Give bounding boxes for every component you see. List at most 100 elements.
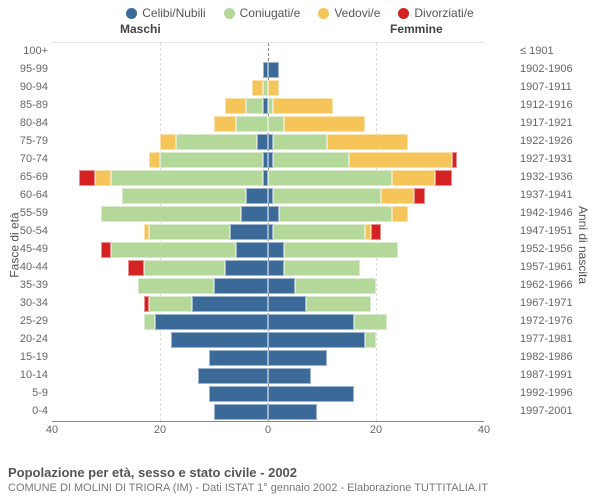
pyramid-row (52, 61, 484, 79)
pyramid-row (52, 259, 484, 277)
pyramid-row (52, 241, 484, 259)
male-bar (209, 386, 268, 402)
male-bar (101, 242, 268, 258)
female-bar (268, 368, 311, 384)
pyramid-row (52, 313, 484, 331)
bar-segment (246, 98, 262, 114)
age-label: 80-84 (6, 114, 48, 132)
x-tick: 40 (46, 424, 58, 436)
bar-segment (354, 314, 386, 330)
female-bar (268, 278, 376, 294)
bar-segment (268, 260, 284, 276)
bar-segment (214, 116, 236, 132)
bar-segment (273, 188, 381, 204)
bar-segment (284, 260, 360, 276)
birth-label: 1942-1946 (520, 204, 578, 222)
bar-segment (392, 206, 408, 222)
legend-item: Celibi/Nubili (126, 6, 205, 20)
footer: Popolazione per età, sesso e stato civil… (8, 465, 592, 494)
female-bar (268, 404, 317, 420)
female-bar (268, 350, 327, 366)
bar-segment (111, 170, 262, 186)
age-label: 15-19 (6, 348, 48, 366)
age-label: 100+ (6, 42, 48, 60)
pyramid-row (52, 205, 484, 223)
female-bar (268, 206, 408, 222)
age-label: 20-24 (6, 330, 48, 348)
bar-segment (95, 170, 111, 186)
male-bar (138, 278, 268, 294)
bar-segment (268, 62, 279, 78)
bar-segment (198, 368, 268, 384)
birth-label: 1917-1921 (520, 114, 578, 132)
female-bar (268, 98, 333, 114)
male-label: Maschi (120, 22, 161, 36)
birth-label: 1947-1951 (520, 222, 578, 240)
age-label: 25-29 (6, 312, 48, 330)
bar-segment (392, 170, 435, 186)
bar-segment (160, 134, 176, 150)
bar-segment (225, 260, 268, 276)
female-bar (268, 332, 376, 348)
bar-segment (435, 170, 451, 186)
bar-segment (273, 134, 327, 150)
bar-segment (176, 134, 257, 150)
bar-segment (79, 170, 95, 186)
bar-segment (268, 206, 279, 222)
bar-segment (209, 386, 268, 402)
footer-subtitle: COMUNE DI MOLINI DI TRIORA (IM) - Dati I… (8, 482, 592, 494)
pyramid-row (52, 223, 484, 241)
birth-label: 1982-1986 (520, 348, 578, 366)
footer-title: Popolazione per età, sesso e stato civil… (8, 465, 592, 480)
legend-swatch (126, 8, 137, 19)
female-bar (268, 224, 381, 240)
pyramid-row (52, 367, 484, 385)
female-bar (268, 62, 279, 78)
birth-label: 1937-1941 (520, 186, 578, 204)
pyramid-row (52, 151, 484, 169)
legend-swatch (318, 8, 329, 19)
bar-segment (327, 134, 408, 150)
age-label: 55-59 (6, 204, 48, 222)
bar-segment (171, 332, 268, 348)
birth-label: ≤ 1901 (520, 42, 578, 60)
bar-segment (192, 296, 268, 312)
bar-segment (155, 314, 268, 330)
female-bar (268, 296, 371, 312)
legend-item: Divorziati/e (398, 6, 473, 20)
gender-header: Maschi Femmine (0, 22, 600, 38)
birth-label: 1987-1991 (520, 366, 578, 384)
female-bar (268, 134, 408, 150)
x-tick: 20 (370, 424, 382, 436)
age-label: 70-74 (6, 150, 48, 168)
male-bar (144, 296, 268, 312)
male-bar (252, 80, 268, 96)
age-label: 40-44 (6, 258, 48, 276)
pyramid-row (52, 133, 484, 151)
birth-label: 1957-1961 (520, 258, 578, 276)
bar-segment (414, 188, 425, 204)
bar-segment (257, 134, 268, 150)
age-label: 95-99 (6, 60, 48, 78)
female-bar (268, 260, 360, 276)
pyramid-row (52, 277, 484, 295)
age-label: 35-39 (6, 276, 48, 294)
bar-segment (268, 296, 306, 312)
pyramid-row (52, 79, 484, 97)
pyramid-row (52, 331, 484, 349)
bar-segment (279, 206, 392, 222)
y-axis-right-title: Anni di nascita (576, 206, 590, 284)
pyramid-row (52, 115, 484, 133)
age-label: 65-69 (6, 168, 48, 186)
y-axis-age: 100+95-9990-9485-8980-8475-7970-7465-696… (6, 42, 48, 420)
legend-item: Coniugati/e (224, 6, 301, 20)
male-bar (79, 170, 268, 186)
age-label: 10-14 (6, 366, 48, 384)
bar-segment (273, 98, 332, 114)
pyramid-row (52, 385, 484, 403)
plot-area (52, 42, 484, 422)
bar-segment (225, 98, 247, 114)
female-bar (268, 152, 457, 168)
birth-label: 1927-1931 (520, 150, 578, 168)
legend: Celibi/NubiliConiugati/eVedovi/eDivorzia… (0, 0, 600, 22)
